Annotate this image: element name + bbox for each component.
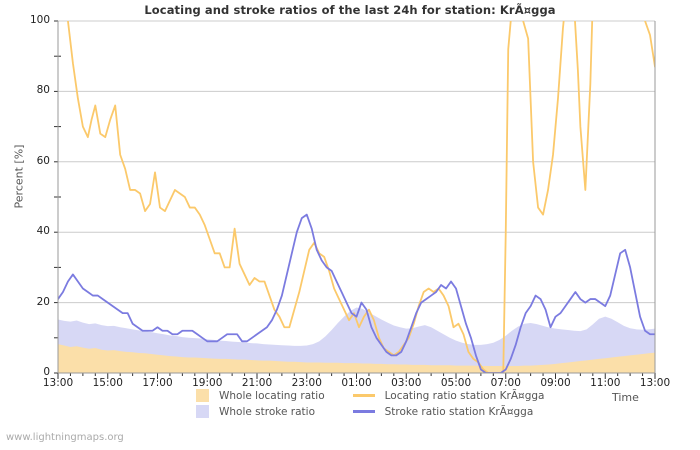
area-series <box>58 307 655 373</box>
chart-title: Locating and stroke ratios of the last 2… <box>144 3 556 17</box>
x-axis-label: Time <box>612 391 639 404</box>
legend-label: Whole stroke ratio <box>219 405 315 418</box>
area-series <box>58 344 655 373</box>
x-tick-label: 13:00 <box>639 377 671 389</box>
x-tick-label: 15:00 <box>92 377 123 389</box>
legend-swatch-area <box>196 405 209 418</box>
x-tick-label: 01:00 <box>341 377 372 389</box>
x-tick-label: 21:00 <box>241 377 273 389</box>
x-tick-label: 07:00 <box>490 377 521 389</box>
y-axis-label: Percent [%] <box>12 144 26 209</box>
legend-label: Whole locating ratio <box>219 389 325 402</box>
legend-label: Stroke ratio station KrÃ¤gga <box>384 405 534 418</box>
x-tick-label: 19:00 <box>192 377 223 389</box>
line-series <box>58 213 655 373</box>
legend-swatch-line <box>352 394 375 397</box>
legend-swatch-line <box>352 410 375 413</box>
x-tick-label: 05:00 <box>440 377 472 389</box>
y-tick-label: 20 <box>36 295 50 308</box>
x-tick-label: 03:00 <box>391 377 422 389</box>
y-tick-label: 100 <box>29 14 50 26</box>
x-tick-label: 13:00 <box>42 377 74 389</box>
footer-url: www.lightningmaps.org <box>6 432 124 443</box>
x-tick-label: 11:00 <box>590 377 621 389</box>
y-tick-label: 40 <box>36 225 50 238</box>
legend-swatch-area <box>196 389 209 402</box>
x-tick-label: 17:00 <box>142 377 173 389</box>
x-tick-label: 23:00 <box>291 377 322 389</box>
x-tick-label: 09:00 <box>540 377 571 389</box>
y-tick-label: 0 <box>43 366 50 378</box>
y-tick-label: 80 <box>36 84 50 97</box>
legend-label: Locating ratio station KrÃ¤gga <box>384 389 545 402</box>
chart-legend: Whole locating ratio Locating ratio stati… <box>196 389 548 418</box>
line-series <box>67 21 655 373</box>
y-tick-label: 60 <box>36 154 50 167</box>
